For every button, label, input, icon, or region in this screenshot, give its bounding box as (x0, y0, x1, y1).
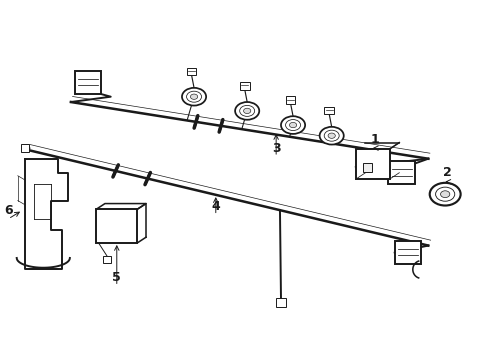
Bar (102, 256, 111, 263)
Circle shape (327, 133, 335, 138)
Circle shape (324, 130, 339, 141)
Bar (394, 241, 420, 264)
Bar (363, 163, 371, 172)
Bar (285, 96, 295, 104)
Text: 2: 2 (442, 166, 451, 179)
Text: 5: 5 (112, 271, 121, 284)
Circle shape (429, 183, 460, 206)
Circle shape (289, 122, 296, 128)
Circle shape (182, 88, 206, 105)
Bar (96, 209, 137, 243)
Circle shape (285, 120, 300, 131)
Bar (186, 68, 196, 76)
Circle shape (435, 187, 454, 201)
Circle shape (319, 127, 343, 145)
Text: 4: 4 (211, 200, 220, 213)
Text: 1: 1 (370, 133, 379, 146)
Circle shape (239, 105, 254, 116)
Bar (275, 298, 285, 307)
Text: 3: 3 (271, 141, 280, 154)
Bar (74, 71, 101, 94)
Circle shape (186, 91, 201, 102)
Circle shape (281, 116, 305, 134)
Circle shape (243, 108, 250, 113)
Bar (324, 107, 333, 114)
Text: 6: 6 (4, 204, 12, 217)
Circle shape (190, 94, 197, 99)
Bar (240, 82, 249, 90)
Bar (20, 144, 29, 152)
Circle shape (440, 191, 449, 198)
Circle shape (235, 102, 259, 120)
Bar (355, 149, 389, 179)
Bar (387, 161, 414, 184)
